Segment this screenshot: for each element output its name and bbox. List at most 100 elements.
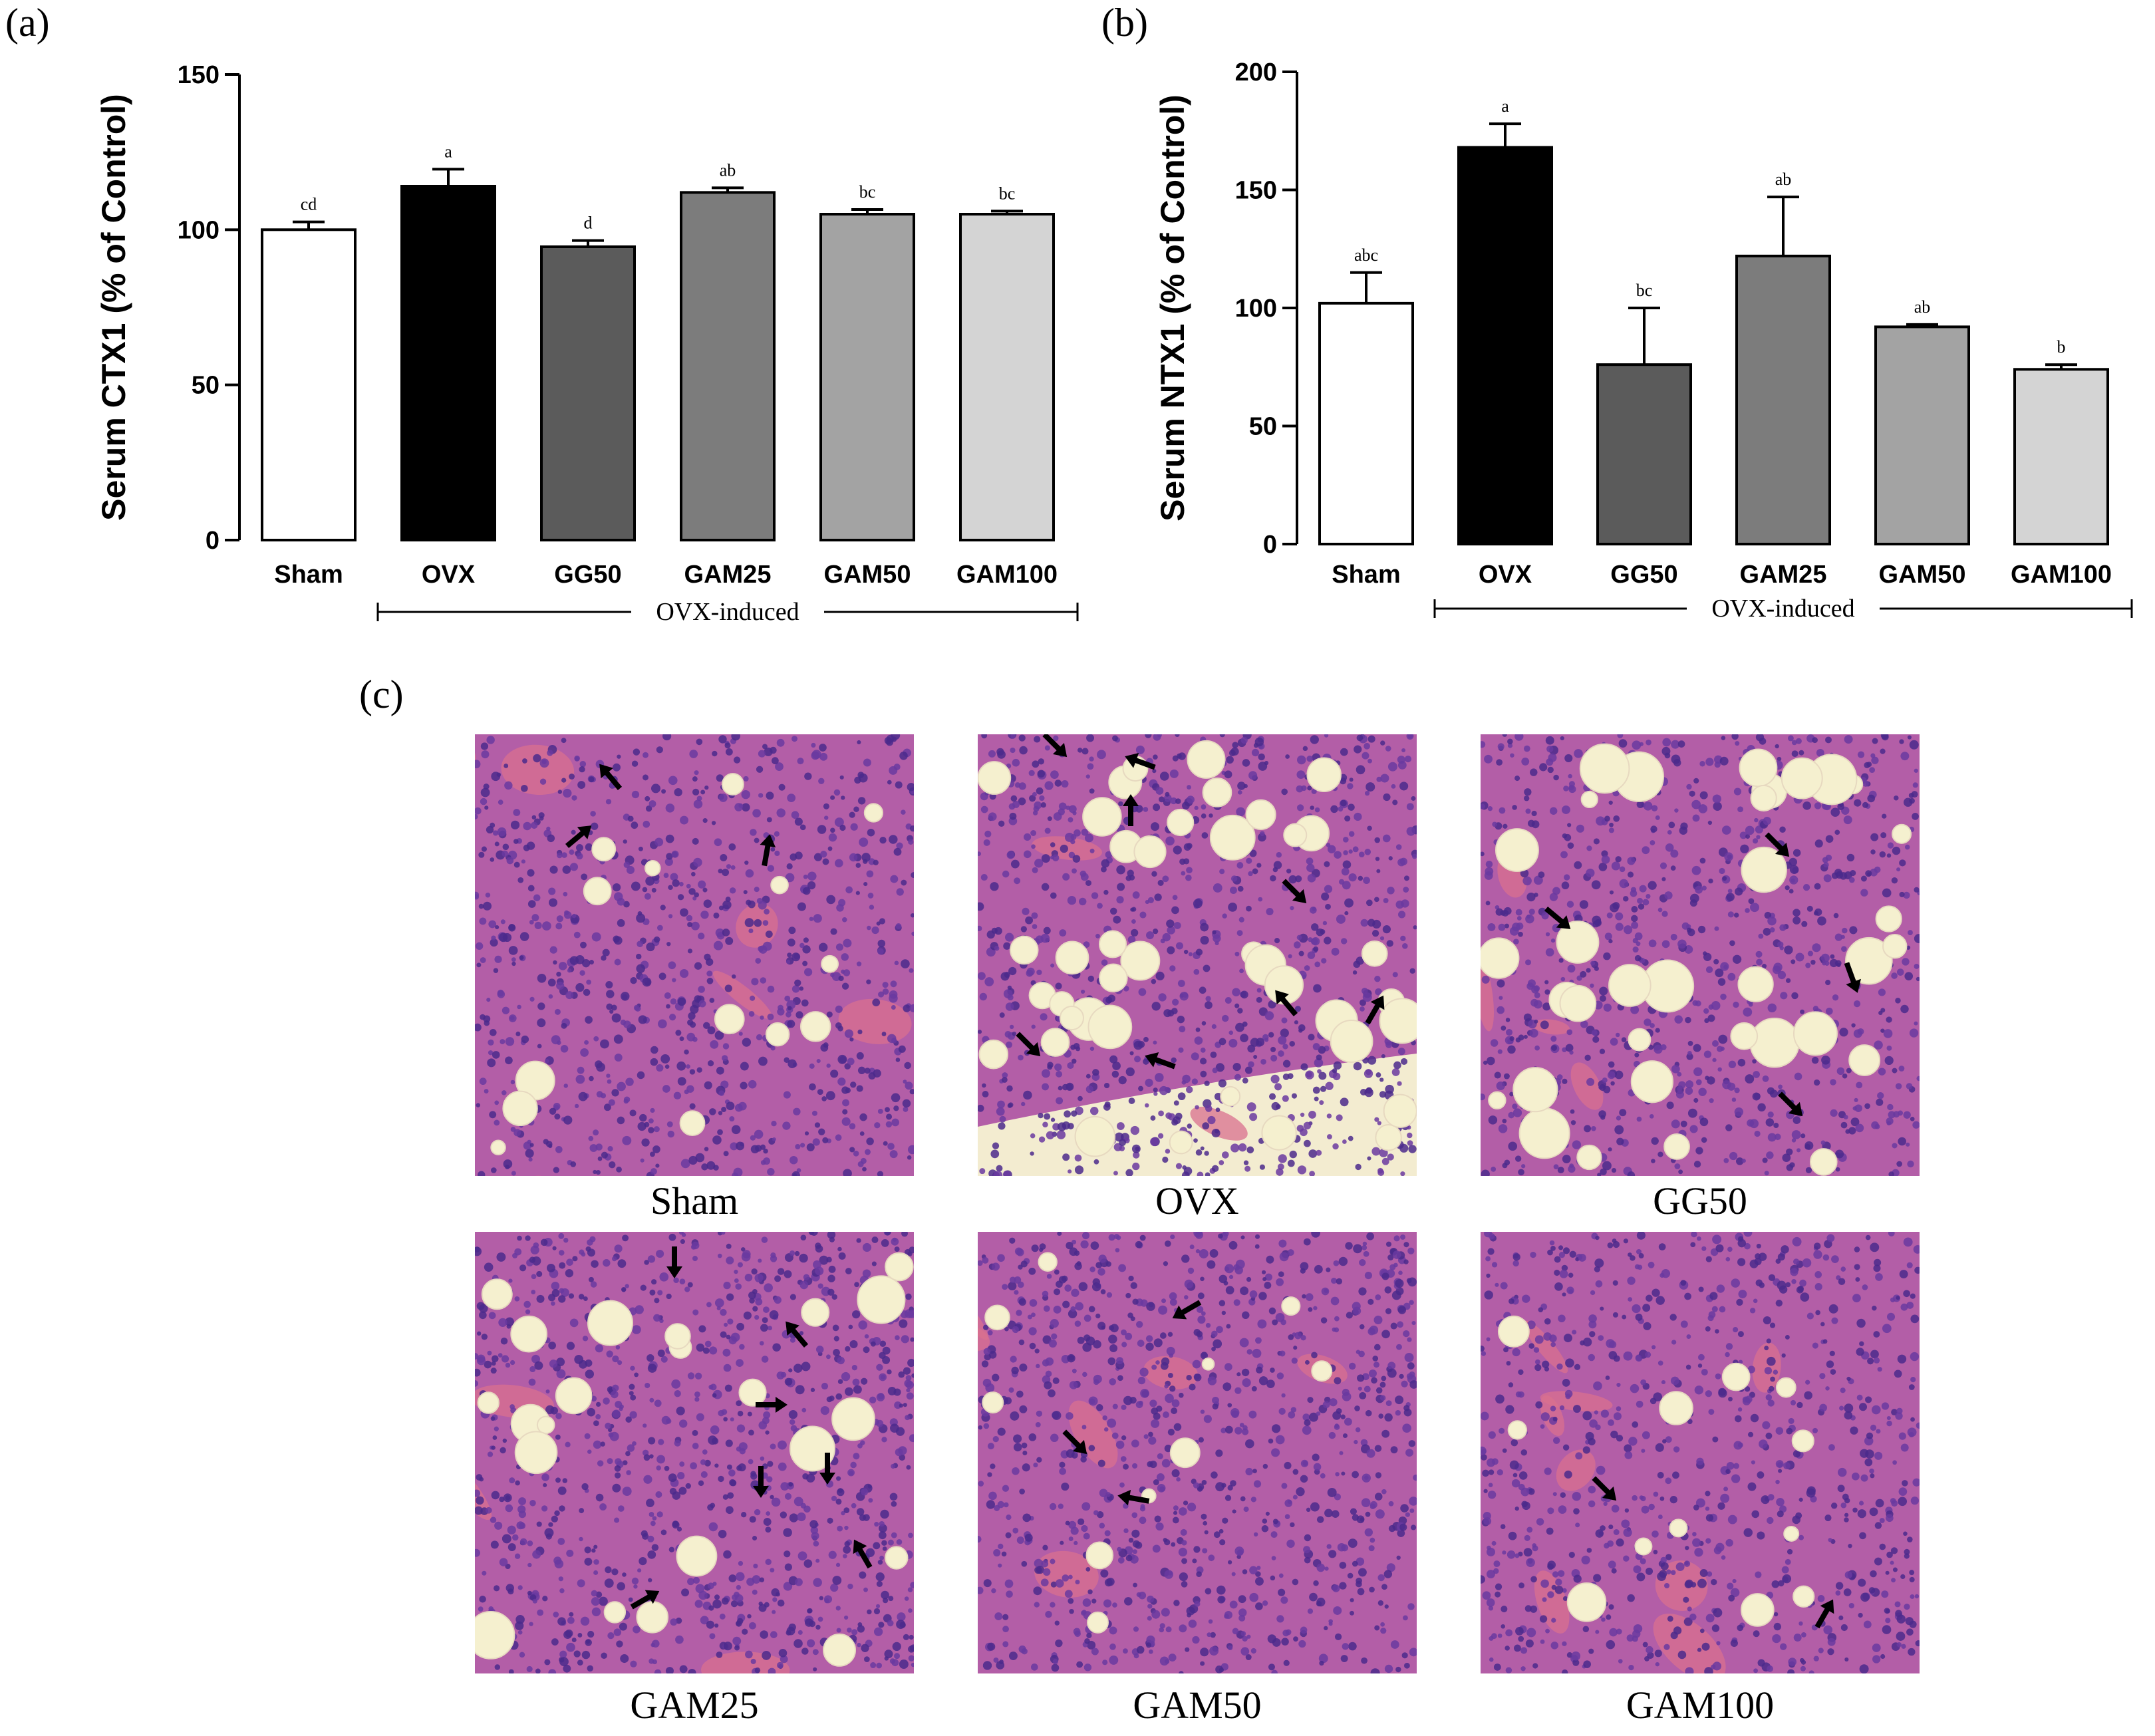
cell-nucleus: [791, 952, 801, 962]
cell-nucleus: [857, 1161, 864, 1167]
cell-nucleus: [786, 863, 793, 870]
cell-nucleus: [633, 1584, 638, 1589]
cell-nucleus: [722, 1055, 728, 1062]
cell-nucleus: [827, 1517, 833, 1524]
cell-nucleus: [801, 1407, 807, 1413]
cell-nucleus: [645, 805, 652, 812]
cell-nucleus: [589, 1076, 594, 1082]
cell-nucleus: [1177, 980, 1185, 987]
cell-nucleus: [1498, 1124, 1508, 1133]
cell-nucleus: [861, 853, 871, 862]
cell-nucleus: [513, 861, 520, 868]
cell-nucleus: [1359, 1391, 1367, 1399]
cell-nucleus: [1507, 738, 1513, 745]
cell-nucleus: [633, 748, 641, 756]
cell-nucleus: [630, 1394, 637, 1401]
cell-nucleus: [1097, 1322, 1106, 1330]
cell-nucleus: [644, 893, 651, 900]
cell-nucleus: [873, 1069, 881, 1078]
cell-nucleus: [723, 1151, 729, 1157]
cell-nucleus: [869, 1396, 877, 1404]
cell-nucleus: [1896, 867, 1901, 872]
cell-nucleus: [844, 1525, 849, 1530]
cell-nucleus: [690, 1004, 699, 1014]
cell-nucleus: [819, 942, 828, 952]
cell-nucleus: [1173, 845, 1182, 855]
cell-nucleus: [563, 1084, 569, 1088]
cell-nucleus: [653, 936, 660, 943]
cell-nucleus: [1201, 1480, 1207, 1485]
cell-nucleus: [1562, 1078, 1568, 1084]
cell-nucleus: [775, 762, 784, 771]
cell-nucleus: [766, 792, 774, 800]
cell-nucleus: [1055, 982, 1062, 990]
cell-nucleus: [830, 827, 835, 833]
cell-nucleus: [1843, 815, 1852, 825]
cell-nucleus: [1282, 1060, 1291, 1068]
cell-nucleus: [1483, 1060, 1488, 1065]
cell-nucleus: [585, 843, 593, 851]
cell-nucleus: [857, 1066, 866, 1075]
cell-nucleus: [589, 960, 594, 965]
cell-nucleus: [1364, 1385, 1371, 1393]
cell-nucleus: [692, 1309, 699, 1316]
cell-nucleus: [1232, 1509, 1236, 1514]
cell-nucleus: [1161, 1608, 1170, 1617]
arrow-shaft: [1016, 1032, 1036, 1052]
cell-nucleus: [1030, 1664, 1038, 1671]
cell-nucleus: [579, 1508, 585, 1514]
cell-nucleus: [1789, 889, 1794, 894]
cell-nucleus: [815, 1624, 821, 1630]
cell-nucleus: [1735, 1157, 1744, 1165]
cell-nucleus: [478, 1171, 486, 1176]
cell-nucleus: [1903, 891, 1910, 899]
cell-nucleus: [1313, 946, 1319, 952]
cell-nucleus: [1385, 1084, 1394, 1094]
cell-nucleus: [1107, 1357, 1116, 1366]
cell-nucleus: [1163, 1009, 1172, 1018]
cell-nucleus: [510, 1080, 515, 1085]
cell-nucleus: [515, 1480, 520, 1486]
cell-nucleus: [1310, 1502, 1320, 1512]
cell-nucleus: [853, 1151, 859, 1157]
group-label: OVX-induced: [656, 598, 799, 626]
cell-nucleus: [617, 754, 621, 759]
cell-nucleus: [1602, 1078, 1608, 1084]
cell-nucleus: [1714, 761, 1721, 768]
cell-nucleus: [670, 998, 677, 1005]
cell-nucleus: [1227, 1485, 1233, 1491]
cell-nucleus: [491, 1491, 500, 1500]
cell-nucleus: [1608, 800, 1613, 805]
cell-nucleus: [1132, 1162, 1140, 1171]
cell-nucleus: [613, 763, 621, 772]
fat-vacuole: [789, 1425, 835, 1472]
cell-nucleus: [746, 899, 752, 906]
cell-nucleus: [1538, 871, 1545, 879]
cell-nucleus: [832, 1324, 839, 1332]
y-tick-label: 100: [178, 216, 219, 244]
cell-nucleus: [495, 925, 500, 930]
cell-nucleus: [890, 875, 899, 883]
cell-nucleus: [1296, 935, 1302, 940]
cell-nucleus: [1175, 734, 1180, 737]
cell-nucleus: [1796, 1148, 1801, 1153]
cell-nucleus: [1050, 1581, 1057, 1588]
cell-nucleus: [1403, 875, 1409, 881]
cell-nucleus: [612, 1409, 621, 1418]
cell-nucleus: [536, 1521, 542, 1527]
fat-vacuole: [1087, 1004, 1133, 1050]
cell-nucleus: [1135, 1146, 1140, 1151]
cell-nucleus: [1307, 951, 1316, 959]
cell-nucleus: [1280, 1319, 1286, 1326]
cell-nucleus: [1240, 1034, 1248, 1042]
cell-nucleus: [831, 1294, 837, 1300]
cell-nucleus: [1570, 1120, 1576, 1125]
cell-nucleus: [611, 1013, 621, 1023]
cell-nucleus: [1348, 803, 1355, 811]
cell-nucleus: [708, 1522, 718, 1532]
cell-nucleus: [713, 912, 720, 919]
cell-nucleus: [1802, 801, 1811, 810]
cell-nucleus: [895, 923, 902, 929]
cell-nucleus: [1240, 736, 1248, 744]
cell-nucleus: [1044, 745, 1050, 751]
